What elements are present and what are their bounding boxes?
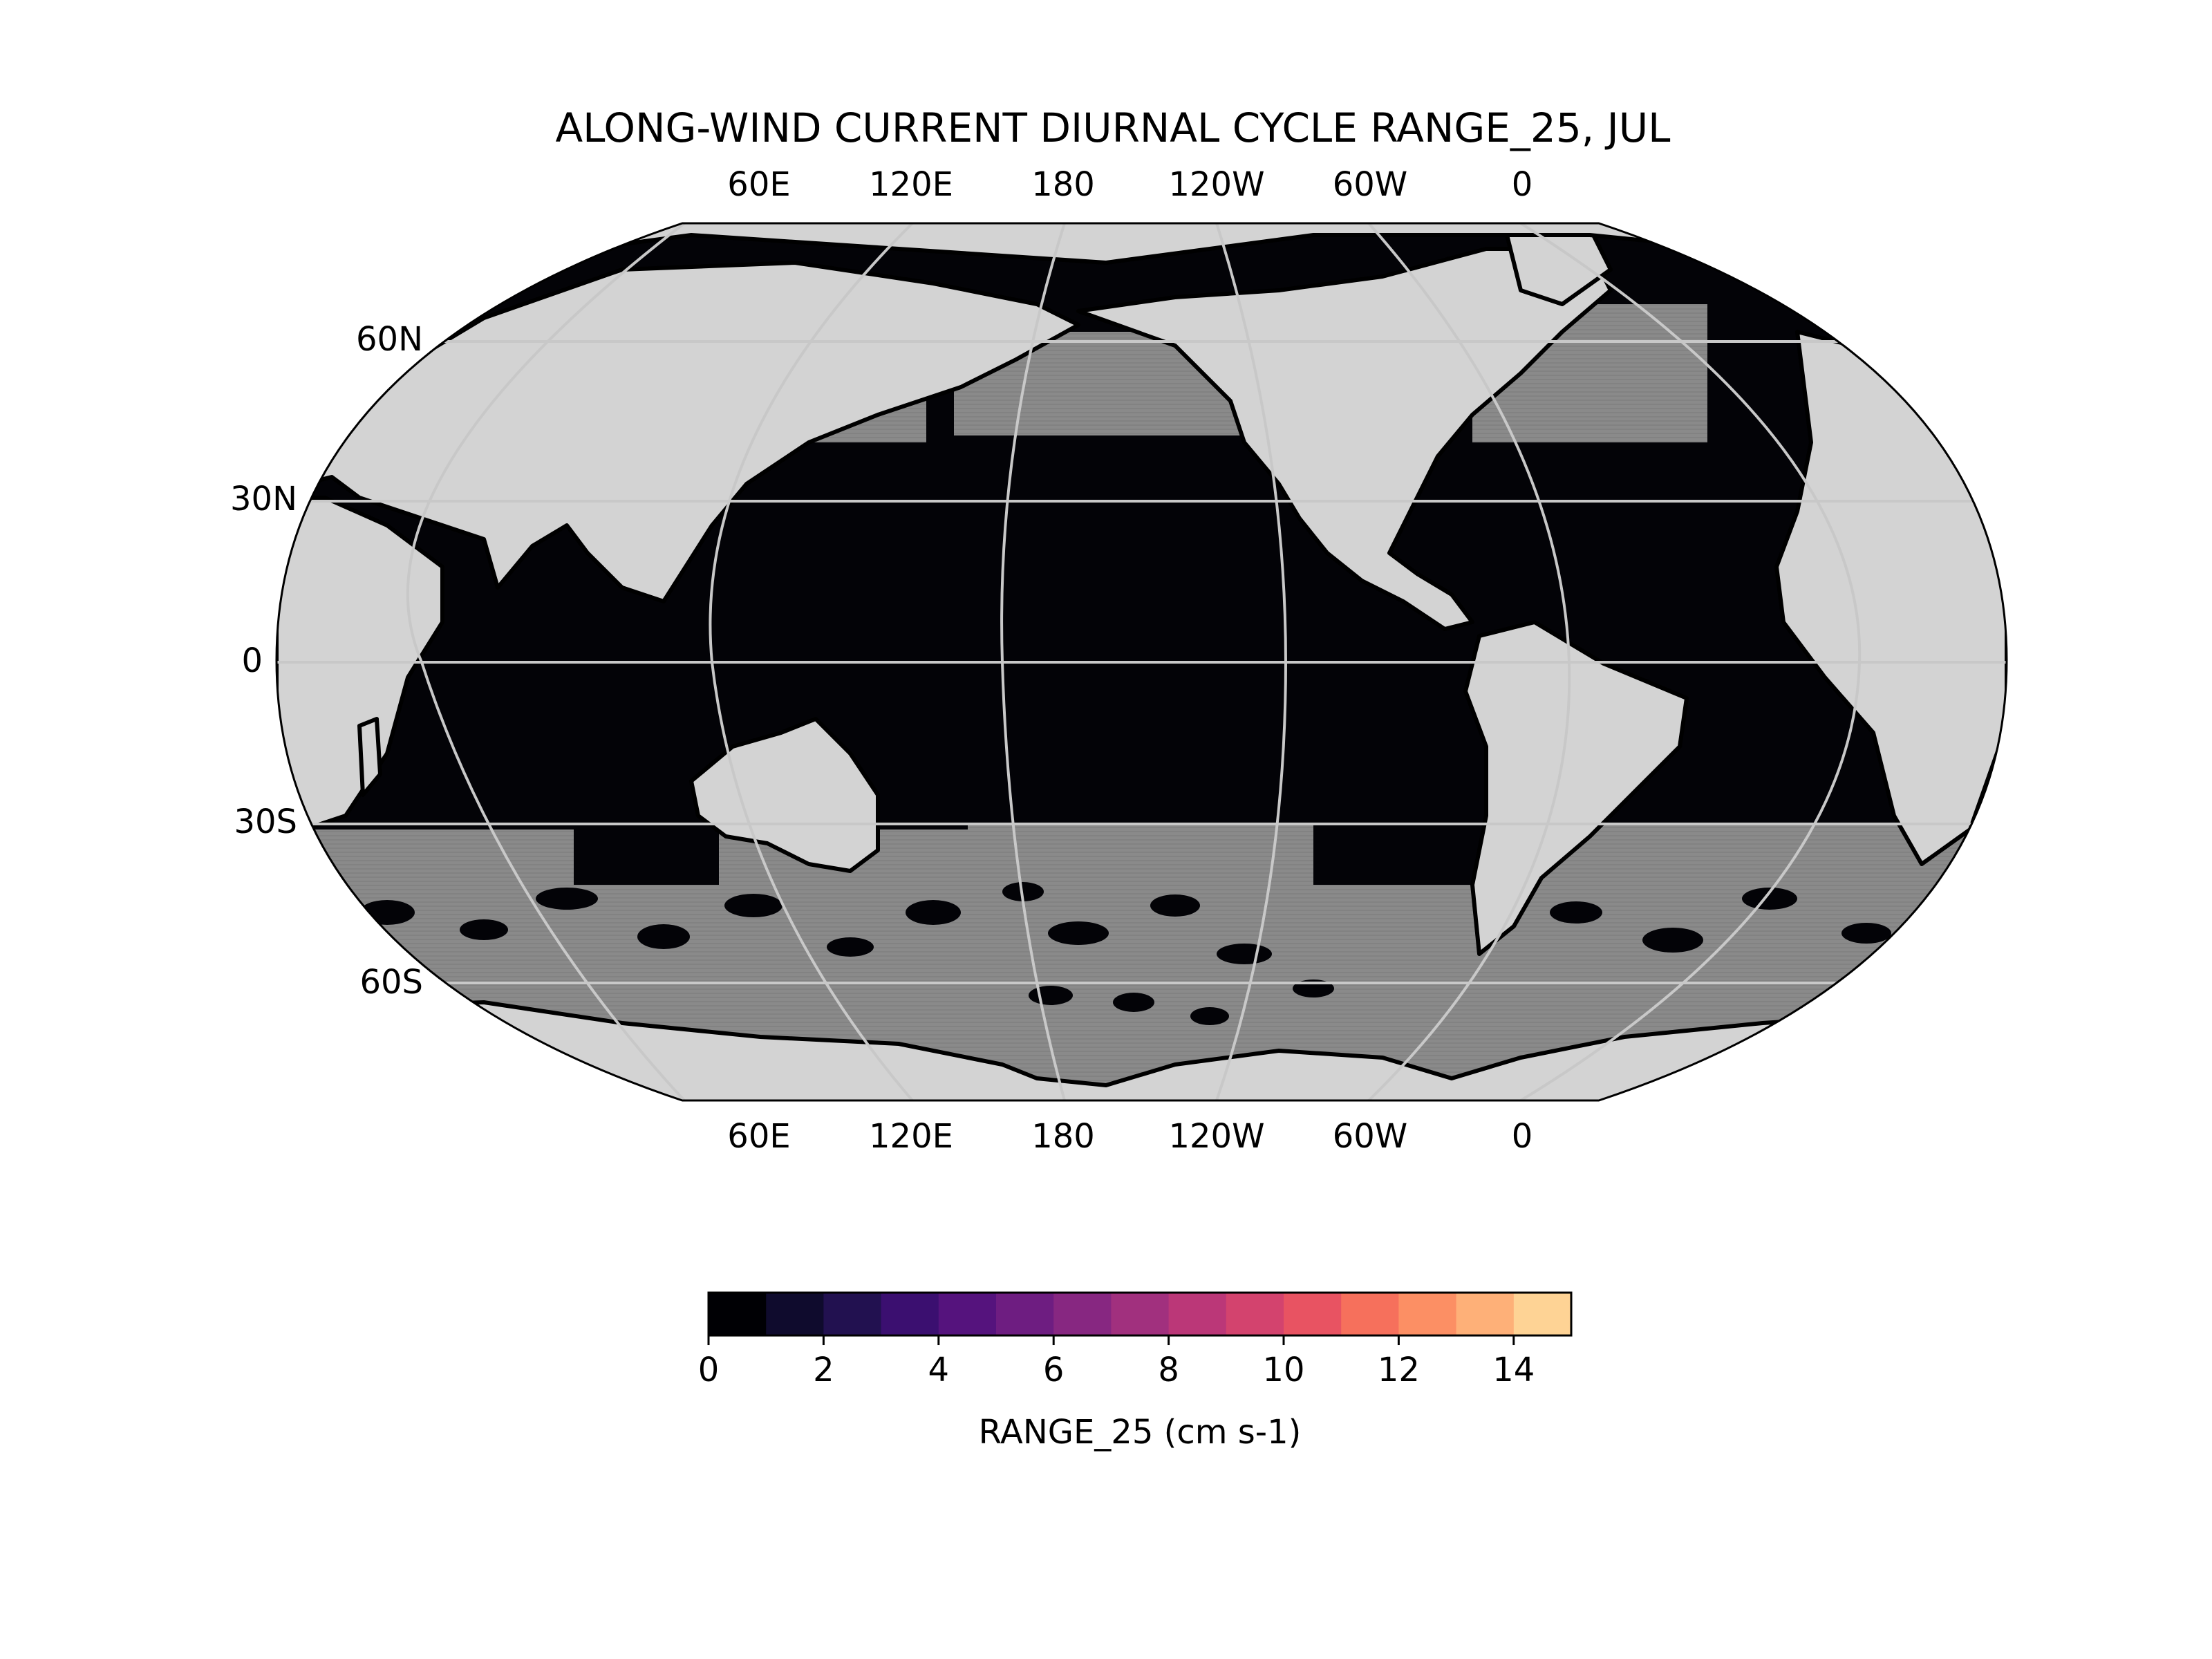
colorbar-swatch	[996, 1293, 1054, 1335]
colorbar-swatch	[709, 1293, 767, 1335]
lon-label-bottom: 60E	[727, 1117, 790, 1156]
lon-label-top: 180	[1031, 165, 1095, 204]
lon-label-top: 60E	[727, 165, 790, 204]
map-outline	[275, 222, 2008, 1102]
landmass-australia	[689, 717, 880, 873]
colorbar-swatch	[1053, 1293, 1112, 1335]
colorbar-label: RANGE_25 (cm s-1)	[979, 1413, 1302, 1452]
colorbar-swatches	[709, 1293, 1572, 1335]
lat-label: 0	[241, 641, 263, 680]
lon-label-top: 120E	[869, 165, 953, 204]
colorbar-tick-label: 12	[1378, 1351, 1420, 1389]
lon-labels-top: 60E 120E 180 120W 60W 0	[727, 165, 1533, 204]
colorbar-tick-label: 10	[1262, 1351, 1304, 1389]
low-range-patches	[359, 882, 1891, 1025]
lat-label: 30N	[230, 480, 297, 518]
colorbar-tick-label: 14	[1492, 1351, 1535, 1389]
colorbar-tick-label: 8	[1158, 1351, 1179, 1389]
lat-labels: 60N 30N 0 30S 60S	[230, 320, 423, 1002]
colorbar-swatch	[823, 1293, 882, 1335]
lon-label-bottom: 0	[1512, 1117, 1533, 1156]
colorbar-swatch	[1226, 1293, 1284, 1335]
colorbar-swatch	[881, 1293, 939, 1335]
colorbar-frame	[707, 1291, 1573, 1337]
colorbar-swatch	[1341, 1293, 1399, 1335]
colorbar-swatch	[1111, 1293, 1170, 1335]
lon-label-top: 60W	[1333, 165, 1408, 204]
lat-label: 30S	[234, 803, 297, 841]
lon-label-top: 0	[1512, 165, 1533, 204]
lon-labels-bottom: 60E 120E 180 120W 60W 0	[727, 1117, 1533, 1156]
colorbar-swatch	[766, 1293, 824, 1335]
map-globe	[276, 223, 2007, 1100]
lon-label-bottom: 180	[1031, 1117, 1095, 1156]
colorbar-tick-label: 0	[698, 1351, 720, 1389]
lat-label: 60S	[359, 963, 423, 1002]
meridian-0	[1519, 223, 1862, 1100]
landmass-madagascar	[357, 717, 382, 797]
colorbar-swatch	[938, 1293, 997, 1335]
meridian-60e	[406, 223, 686, 1100]
colorbar-swatch	[1284, 1293, 1342, 1335]
landmass-north-america	[1076, 247, 1613, 631]
colorbar-swatch	[1398, 1293, 1457, 1335]
map-title: ALONG-WIND CURRENT DIURNAL CYCLE RANGE_2…	[556, 104, 1671, 151]
colorbar-swatch	[1456, 1293, 1515, 1335]
colorbar-ticks: 0 2 4 6 8 10 12 14	[698, 1335, 1535, 1389]
colorbar-tick-label: 4	[928, 1351, 950, 1389]
meridian-180	[1000, 223, 1066, 1100]
colorbar-swatch	[1513, 1293, 1572, 1335]
lon-label-bottom: 120E	[869, 1117, 953, 1156]
colorbar-swatch	[1168, 1293, 1227, 1335]
meridian-60w	[1367, 223, 1571, 1100]
lon-label-bottom: 120W	[1168, 1117, 1264, 1156]
graticule	[276, 223, 2007, 1100]
landmass-arctic	[482, 223, 1834, 265]
meridian-120e	[709, 223, 914, 1100]
lon-label-top: 120W	[1168, 165, 1264, 204]
colorbar-tick-label: 6	[1043, 1351, 1065, 1389]
meridian-120w	[1215, 223, 1288, 1100]
lon-label-bottom: 60W	[1333, 1117, 1408, 1156]
colorbar-tick-label: 2	[813, 1351, 834, 1389]
colorbar: 0 2 4 6 8 10 12 14 RANGE_25 (cm s-1)	[698, 1291, 1573, 1452]
landmass-south-america	[1463, 620, 1689, 956]
lat-label: 60N	[356, 320, 423, 359]
landmass-antarctica	[276, 1000, 2007, 1100]
